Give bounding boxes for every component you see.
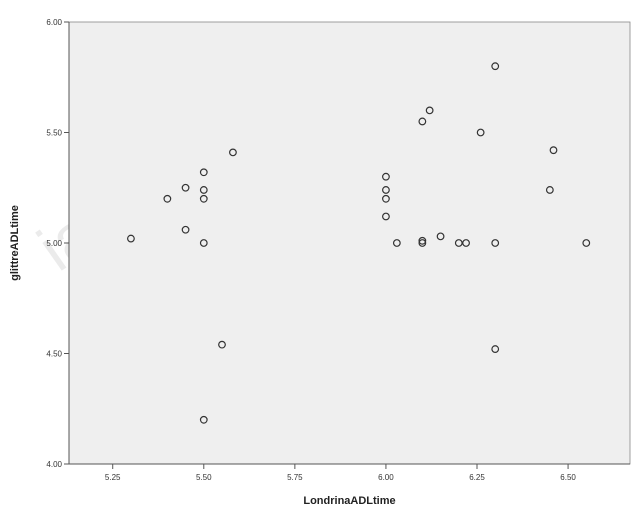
y-tick-label: 5.00 [46,239,62,248]
data-point [382,194,390,203]
data-point [199,186,208,194]
data-point [382,212,390,221]
x-tick-label: 6.50 [560,473,576,482]
data-point [199,194,208,203]
data-point [127,234,135,243]
y-axis: 4.00 4.50 5.00 5.50 6.00 [46,18,70,469]
y-axis-label: glittreADLtime [9,205,21,281]
points-layer [127,62,591,424]
data-point [425,106,434,115]
data-point [181,225,190,234]
data-point [549,146,558,155]
data-point [418,236,427,245]
x-tick-label: 5.75 [287,473,303,482]
y-tick-label: 4.00 [46,460,62,469]
data-point [491,62,500,71]
data-point [199,239,208,247]
data-point [382,172,390,181]
data-point [218,340,226,349]
data-point [199,415,208,424]
data-point [476,128,485,137]
plot-area [68,21,631,465]
x-axis-label: LondrinaADLtime [303,495,395,507]
x-axis: 5.25 5.50 5.75 6.00 6.25 6.50 [69,463,630,482]
data-point [229,148,237,157]
x-tick-label: 6.00 [378,473,394,482]
data-point [382,186,390,194]
data-point [199,168,208,177]
y-tick-label: 5.50 [46,129,62,138]
y-tick-label: 4.50 [46,350,62,359]
data-point [163,194,172,203]
data-point [545,186,554,194]
data-point [462,239,470,247]
data-point [418,117,427,126]
x-tick-label: 5.50 [196,473,212,482]
data-point [418,239,427,247]
data-point [392,239,401,247]
data-point [436,232,445,241]
data-point [491,345,500,353]
x-tick-label: 6.25 [469,473,485,482]
y-tick-label: 6.00 [46,18,62,27]
data-point [181,183,190,192]
x-tick-label: 5.25 [105,473,121,482]
data-point [454,239,463,247]
data-point [491,239,500,247]
data-point [582,239,591,247]
